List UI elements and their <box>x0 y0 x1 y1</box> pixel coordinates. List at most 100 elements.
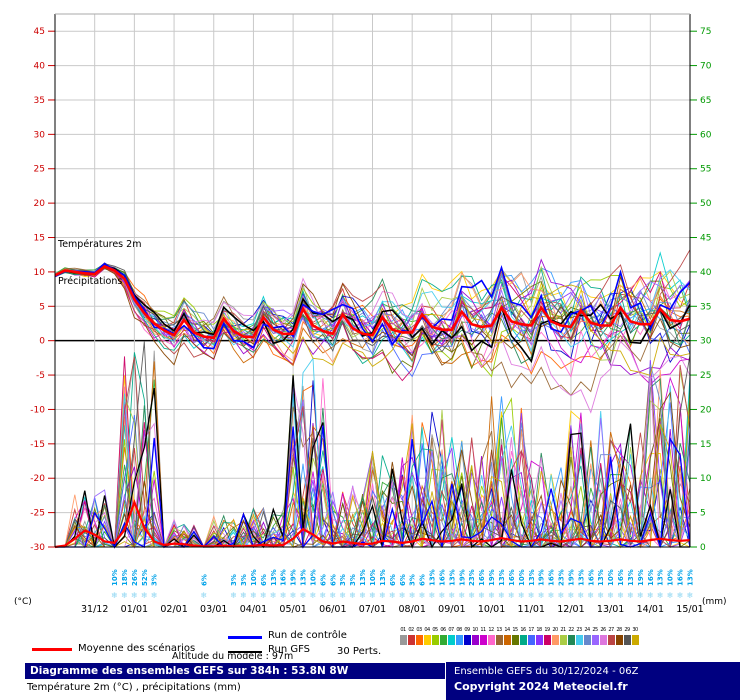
svg-text:20: 20 <box>700 405 712 415</box>
svg-text:50: 50 <box>700 199 712 209</box>
svg-text:08/01: 08/01 <box>398 604 425 615</box>
svg-text:60: 60 <box>700 130 712 140</box>
pert-color-swatch <box>439 635 447 645</box>
svg-text:6%: 6% <box>319 574 327 586</box>
svg-text:❄: ❄ <box>359 591 366 600</box>
svg-text:❄: ❄ <box>617 591 624 600</box>
pert-12: 12 <box>487 627 495 645</box>
svg-text:❄: ❄ <box>240 591 247 600</box>
pert-color-swatch <box>583 635 591 645</box>
pert-color-swatch <box>423 635 431 645</box>
svg-text:❄: ❄ <box>677 591 684 600</box>
pert-color-swatch <box>631 635 639 645</box>
pert-color-swatch <box>503 635 511 645</box>
legend-perts-label: 30 Perts. <box>337 646 382 657</box>
svg-text:❄: ❄ <box>131 591 138 600</box>
pert-number: 05 <box>432 627 438 633</box>
svg-text:❄: ❄ <box>270 591 277 600</box>
svg-text:30: 30 <box>34 130 46 140</box>
svg-text:16%: 16% <box>438 569 446 586</box>
svg-text:16%: 16% <box>647 569 655 586</box>
svg-text:13%: 13% <box>379 569 387 586</box>
pert-24: 24 <box>583 627 591 645</box>
pert-number: 30 <box>632 627 638 633</box>
svg-text:16%: 16% <box>548 569 556 586</box>
svg-text:13%: 13% <box>270 569 278 586</box>
svg-text:❄: ❄ <box>607 591 614 600</box>
svg-text:6%: 6% <box>399 574 407 586</box>
pert-number: 25 <box>592 627 598 633</box>
svg-text:13%: 13% <box>359 569 367 586</box>
svg-text:❄: ❄ <box>637 591 644 600</box>
svg-text:13%: 13% <box>657 569 665 586</box>
svg-text:❄: ❄ <box>429 591 436 600</box>
svg-text:❄: ❄ <box>627 591 634 600</box>
pert-color-swatch <box>415 635 423 645</box>
pert-16: 16 <box>519 627 527 645</box>
pert-color-swatch <box>615 635 623 645</box>
svg-text:❄: ❄ <box>200 591 207 600</box>
gfs-line-sample <box>228 651 262 653</box>
pert-13: 13 <box>495 627 503 645</box>
pert-color-swatch <box>519 635 527 645</box>
pert-number: 14 <box>504 627 510 633</box>
pert-number: 02 <box>408 627 414 633</box>
svg-text:3%: 3% <box>151 574 159 586</box>
svg-text:❄: ❄ <box>518 591 525 600</box>
svg-text:3%: 3% <box>230 574 238 586</box>
svg-text:19%: 19% <box>637 569 645 586</box>
svg-text:16%: 16% <box>587 569 595 586</box>
pert-07: 07 <box>447 627 455 645</box>
pert-number: 06 <box>440 627 446 633</box>
svg-text:20: 20 <box>34 199 46 209</box>
pert-14: 14 <box>503 627 511 645</box>
perturbation-color-key: 01 02 03 04 05 06 07 08 09 10 11 12 13 14 15 16 17 18 19 20… <box>399 627 639 645</box>
control-line-sample <box>228 636 262 639</box>
svg-text:13%: 13% <box>528 569 536 586</box>
svg-text:12/01: 12/01 <box>557 604 584 615</box>
pert-number: 11 <box>480 627 486 633</box>
svg-text:❄: ❄ <box>558 591 565 600</box>
svg-text:10%: 10% <box>111 569 119 586</box>
svg-text:❄: ❄ <box>647 591 654 600</box>
pert-color-swatch <box>431 635 439 645</box>
pert-color-swatch <box>479 635 487 645</box>
mean-line-sample <box>32 648 72 651</box>
svg-text:45: 45 <box>700 234 711 244</box>
svg-text:6%: 6% <box>419 574 427 586</box>
pert-color-swatch <box>495 635 503 645</box>
svg-text:-5: -5 <box>36 371 45 381</box>
svg-text:❄: ❄ <box>349 591 356 600</box>
svg-text:❄: ❄ <box>310 591 317 600</box>
pert-number: 04 <box>424 627 430 633</box>
pert-number: 03 <box>416 627 422 633</box>
pert-number: 27 <box>608 627 614 633</box>
svg-text:40: 40 <box>34 62 46 72</box>
pert-number: 21 <box>560 627 566 633</box>
svg-text:3%: 3% <box>339 574 347 586</box>
copyright: Copyright 2024 Meteociel.fr <box>454 680 628 693</box>
run-info-box: Ensemble GEFS du 30/12/2024 - 06Z Copyri… <box>446 662 740 700</box>
svg-text:Précipitations: Précipitations <box>58 276 122 287</box>
pert-number: 12 <box>488 627 494 633</box>
svg-text:❄: ❄ <box>568 591 575 600</box>
svg-text:13%: 13% <box>429 569 437 586</box>
svg-text:16%: 16% <box>677 569 685 586</box>
svg-text:6%: 6% <box>200 574 208 586</box>
svg-text:❄: ❄ <box>587 591 594 600</box>
svg-text:11/01: 11/01 <box>518 604 545 615</box>
svg-text:❄: ❄ <box>290 591 297 600</box>
svg-text:-20: -20 <box>30 474 45 484</box>
pert-27: 27 <box>607 627 615 645</box>
pert-number: 20 <box>552 627 558 633</box>
legend-gfs-label: Run GFS <box>268 644 311 655</box>
svg-text:05/01: 05/01 <box>279 604 306 615</box>
pert-color-swatch <box>455 635 463 645</box>
svg-text:❄: ❄ <box>449 591 456 600</box>
svg-text:❄: ❄ <box>369 591 376 600</box>
svg-text:0: 0 <box>700 543 706 553</box>
pert-number: 16 <box>520 627 526 633</box>
svg-text:23%: 23% <box>558 569 566 586</box>
pert-22: 22 <box>567 627 575 645</box>
pert-29: 29 <box>623 627 631 645</box>
